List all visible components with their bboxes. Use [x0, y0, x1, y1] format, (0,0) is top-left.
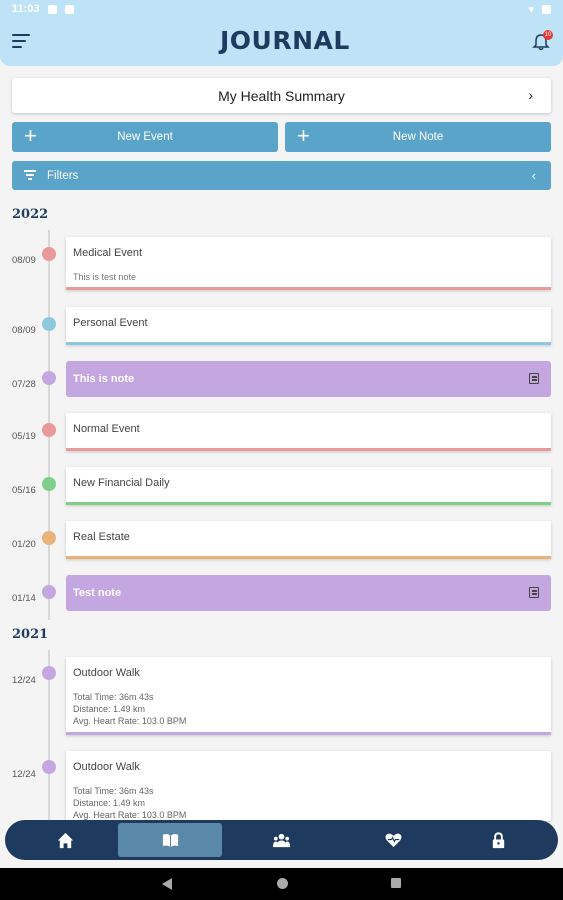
timeline-dot [42, 317, 56, 331]
nav-journal[interactable] [118, 823, 222, 857]
new-note-label: New Note [392, 131, 444, 143]
sd-card-status-icon [64, 4, 74, 14]
nav-health[interactable] [341, 820, 445, 860]
event-title: Medical Event [73, 247, 143, 259]
chevron-right-icon: › [528, 87, 533, 103]
event-total-time: Total Time: 36m 43s [73, 786, 154, 796]
timeline-line [48, 650, 50, 820]
event-title: Outdoor Walk [73, 667, 140, 679]
timeline-event-card[interactable]: Normal Event [66, 413, 551, 451]
note-title: This is note [73, 373, 135, 385]
journal-book-icon [162, 833, 178, 847]
lock-icon [492, 831, 504, 848]
heart-health-icon [384, 833, 402, 847]
chevron-left-icon: ‹ [531, 168, 536, 183]
timeline-date: 12/24 [12, 769, 36, 780]
event-title: New Financial Daily [73, 477, 170, 489]
event-title: Outdoor Walk [73, 761, 140, 773]
event-title: Personal Event [73, 317, 148, 329]
timeline-event-card[interactable]: Real Estate [66, 521, 551, 559]
home-icon [57, 832, 73, 848]
status-bar: 11:03 ▾ [0, 0, 563, 18]
status-time: 11:03 [12, 3, 40, 15]
timeline-event-card[interactable]: Personal Event [66, 307, 551, 345]
timeline-dot [42, 585, 56, 599]
menu-icon[interactable] [12, 34, 30, 50]
event-heart-rate: Avg. Heart Rate: 103.0 BPM [73, 810, 187, 820]
settings-status-icon [47, 4, 57, 14]
nav-home[interactable] [13, 820, 117, 860]
filters-label: Filters [47, 169, 79, 182]
timeline-dot [42, 666, 56, 680]
event-total-time: Total Time: 36m 43s [73, 692, 154, 702]
timeline-note-card[interactable]: This is note [66, 361, 551, 397]
health-summary-button[interactable]: My Health Summary › [12, 78, 551, 113]
filter-icon [24, 170, 36, 182]
event-distance: Distance: 1.49 km [73, 798, 146, 808]
people-icon [272, 833, 290, 847]
timeline-dot [42, 371, 56, 385]
timeline-date: 05/16 [12, 485, 36, 496]
system-back-icon[interactable] [162, 878, 172, 890]
event-title: Normal Event [73, 423, 140, 435]
year-heading: 2022 [12, 207, 49, 222]
wifi-icon: ▾ [528, 3, 534, 16]
journal-logo: JOURNAL [220, 26, 350, 55]
notification-badge: 10 [543, 30, 553, 40]
battery-icon [542, 4, 551, 14]
health-summary-label: My Health Summary [218, 87, 345, 104]
timeline-dot [42, 531, 56, 545]
timeline-dot [42, 247, 56, 261]
system-navigation-bar [0, 868, 563, 900]
timeline-dot [42, 423, 56, 437]
year-heading: 2021 [12, 627, 49, 642]
new-note-button[interactable]: + New Note [285, 122, 551, 152]
timeline-date: 07/28 [12, 379, 36, 390]
timeline-dot [42, 477, 56, 491]
nav-people[interactable] [229, 820, 333, 860]
timeline-date: 08/09 [12, 325, 36, 336]
note-title: Test note [73, 587, 122, 599]
plus-icon: + [24, 123, 37, 148]
new-event-label: New Event [117, 131, 173, 143]
event-distance: Distance: 1.49 km [73, 704, 146, 714]
filters-button[interactable]: Filters ‹ [12, 161, 551, 190]
event-note: This is test note [73, 272, 137, 282]
bottom-navigation [5, 820, 558, 860]
system-recents-icon[interactable] [391, 878, 401, 888]
new-event-button[interactable]: + New Event [12, 122, 278, 152]
timeline-date: 05/19 [12, 431, 36, 442]
timeline-event-card[interactable]: Medical Event This is test note [66, 237, 551, 290]
timeline-date: 01/20 [12, 539, 36, 550]
note-icon [529, 587, 539, 598]
timeline-note-card[interactable]: Test note [66, 575, 551, 611]
plus-icon: + [297, 123, 310, 148]
system-home-icon[interactable] [277, 878, 288, 889]
timeline-date: 12/24 [12, 675, 36, 686]
event-title: Real Estate [73, 531, 130, 543]
nav-lock[interactable] [446, 820, 550, 860]
note-icon [529, 373, 539, 384]
event-heart-rate: Avg. Heart Rate: 103.0 BPM [73, 716, 187, 726]
timeline-date: 01/14 [12, 593, 36, 604]
app-header: JOURNAL 10 [0, 18, 563, 66]
timeline-event-card[interactable]: New Financial Daily [66, 467, 551, 505]
timeline-event-card[interactable]: Outdoor Walk Total Time: 36m 43s Distanc… [66, 751, 551, 821]
timeline-date: 08/09 [12, 255, 36, 266]
timeline-event-card[interactable]: Outdoor Walk Total Time: 36m 43s Distanc… [66, 657, 551, 735]
timeline-dot [42, 760, 56, 774]
